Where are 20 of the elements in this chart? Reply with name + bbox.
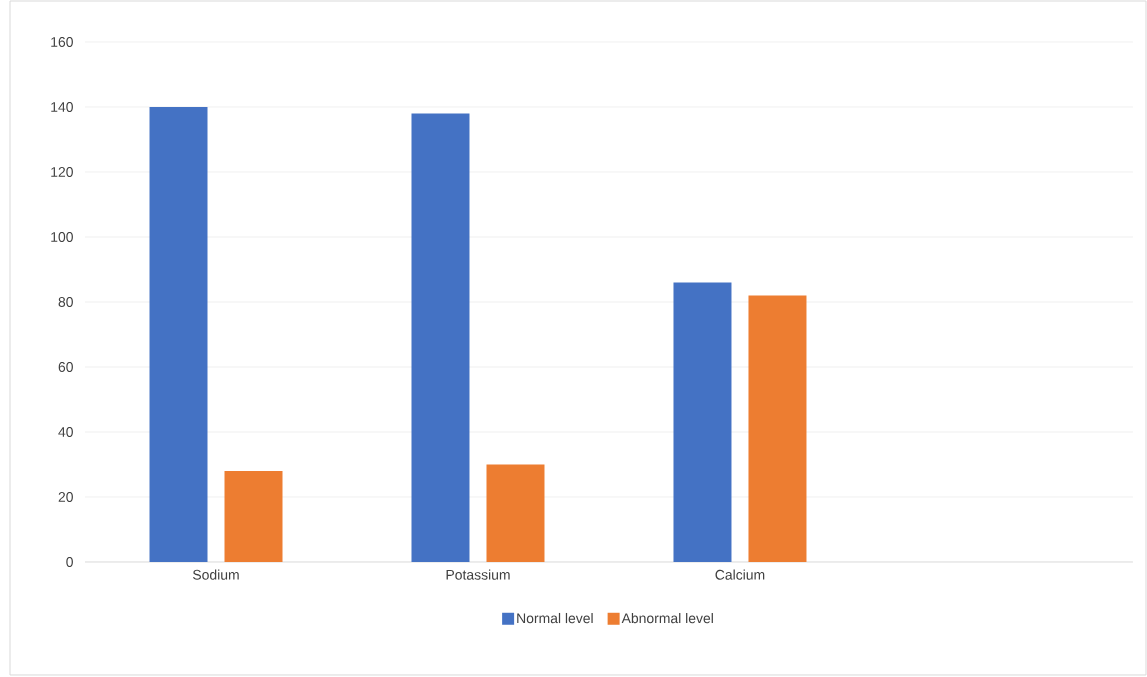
x-tick-label: Calcium bbox=[715, 569, 765, 580]
y-tick-label: 20 bbox=[58, 492, 73, 502]
y-tick-label: 100 bbox=[51, 232, 73, 242]
bar bbox=[486, 464, 545, 562]
y-tick-label: 80 bbox=[58, 297, 73, 307]
bar bbox=[748, 295, 807, 562]
bar bbox=[149, 106, 208, 562]
x-tick-label: Sodium bbox=[193, 569, 239, 580]
bar bbox=[673, 282, 732, 562]
y-tick-label: 0 bbox=[66, 557, 73, 567]
y-tick-label: 120 bbox=[51, 167, 73, 177]
y-tick-label: 40 bbox=[58, 427, 73, 437]
y-tick-label: 60 bbox=[58, 362, 73, 372]
bar bbox=[224, 470, 283, 562]
x-tick-label: Potassium bbox=[446, 569, 510, 580]
y-tick-label: 140 bbox=[51, 102, 73, 112]
legend-label: Abnormal level bbox=[621, 612, 713, 624]
y-tick-label: 160 bbox=[51, 37, 73, 47]
legend-label: Normal level bbox=[517, 612, 593, 624]
bar bbox=[411, 113, 470, 562]
